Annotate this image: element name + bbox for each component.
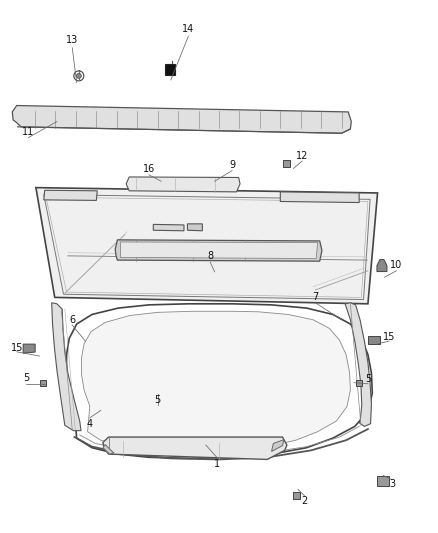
Text: 5: 5 bbox=[155, 395, 161, 405]
Text: 11: 11 bbox=[22, 127, 35, 137]
Polygon shape bbox=[187, 224, 202, 231]
Text: 10: 10 bbox=[390, 261, 403, 270]
Text: 14: 14 bbox=[182, 25, 194, 34]
Text: 7: 7 bbox=[312, 293, 318, 302]
Polygon shape bbox=[103, 437, 287, 459]
Polygon shape bbox=[12, 106, 351, 133]
Text: 3: 3 bbox=[389, 479, 395, 489]
Polygon shape bbox=[103, 445, 114, 454]
Text: 2: 2 bbox=[301, 496, 307, 506]
Text: 15: 15 bbox=[383, 332, 395, 342]
Polygon shape bbox=[120, 242, 318, 259]
Polygon shape bbox=[280, 192, 359, 203]
Polygon shape bbox=[81, 311, 350, 451]
Text: 15: 15 bbox=[11, 343, 23, 352]
Text: 4: 4 bbox=[87, 419, 93, 429]
Bar bbox=[293, 492, 300, 499]
Text: 5: 5 bbox=[23, 374, 29, 383]
Text: 6: 6 bbox=[69, 315, 75, 325]
Text: 8: 8 bbox=[207, 251, 213, 261]
Polygon shape bbox=[126, 177, 240, 192]
Text: 12: 12 bbox=[296, 151, 308, 160]
Text: 16: 16 bbox=[143, 165, 155, 174]
Text: 13: 13 bbox=[66, 35, 78, 45]
Text: 1: 1 bbox=[214, 459, 220, 469]
Text: 9: 9 bbox=[229, 160, 235, 170]
Polygon shape bbox=[345, 303, 371, 426]
Polygon shape bbox=[23, 344, 35, 353]
Bar bbox=[283, 159, 290, 167]
Polygon shape bbox=[36, 188, 378, 304]
Polygon shape bbox=[67, 304, 372, 458]
Text: 5: 5 bbox=[365, 375, 371, 384]
Polygon shape bbox=[44, 190, 97, 200]
Bar bbox=[40, 379, 46, 386]
Polygon shape bbox=[153, 224, 184, 231]
Polygon shape bbox=[272, 440, 284, 451]
Circle shape bbox=[76, 74, 81, 78]
Polygon shape bbox=[52, 303, 81, 431]
Polygon shape bbox=[368, 336, 380, 344]
Polygon shape bbox=[377, 260, 387, 272]
Polygon shape bbox=[377, 477, 389, 486]
Bar bbox=[356, 379, 362, 386]
Bar bbox=[165, 64, 175, 75]
Polygon shape bbox=[115, 240, 322, 261]
